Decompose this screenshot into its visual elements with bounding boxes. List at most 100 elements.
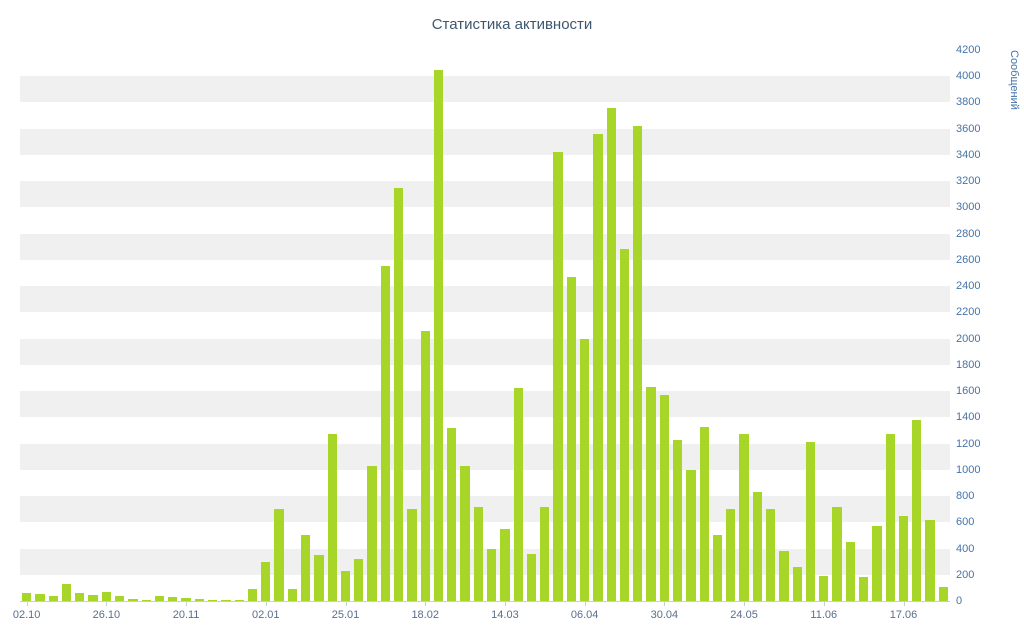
x-axis-label: 18.02 — [411, 609, 439, 621]
y-axis-label: 3000 — [956, 201, 981, 214]
bar[interactable] — [712, 535, 723, 601]
bar[interactable] — [35, 594, 45, 601]
bar[interactable] — [287, 589, 297, 601]
bar[interactable] — [885, 434, 895, 601]
y-axis: 0 200 400 600 800 1000 1200 1400 1600 1800 2000 220… — [956, 44, 998, 607]
bar[interactable] — [340, 570, 351, 601]
grid-band — [20, 181, 950, 208]
bar[interactable] — [540, 506, 550, 601]
y-axis-label: 1400 — [956, 411, 981, 424]
bar[interactable] — [274, 509, 284, 601]
bar[interactable] — [141, 599, 151, 601]
y-axis-label: 2600 — [956, 253, 981, 266]
bar[interactable] — [433, 69, 444, 601]
x-tick-mark — [26, 602, 28, 606]
grid-band — [20, 443, 950, 470]
bar[interactable] — [872, 526, 882, 601]
bar[interactable] — [314, 555, 324, 601]
bar[interactable] — [819, 576, 829, 601]
bar[interactable] — [566, 276, 576, 601]
x-axis-label: 06.04 — [570, 609, 599, 621]
bar[interactable] — [473, 506, 483, 601]
bar[interactable] — [101, 591, 111, 601]
bar[interactable] — [420, 330, 430, 601]
bar[interactable] — [898, 515, 909, 601]
bar[interactable] — [21, 593, 32, 601]
bar[interactable] — [765, 509, 776, 601]
bar[interactable] — [845, 541, 855, 601]
bar[interactable] — [128, 599, 138, 601]
bar[interactable] — [646, 387, 656, 601]
x-axis-label: 14.03 — [491, 609, 519, 621]
bar[interactable] — [168, 597, 178, 601]
bar[interactable] — [61, 583, 72, 601]
bar[interactable] — [247, 588, 258, 601]
bar[interactable] — [832, 506, 842, 601]
bar[interactable] — [672, 439, 683, 601]
bar[interactable] — [114, 595, 125, 601]
bar[interactable] — [752, 492, 762, 601]
y-axis-label: 600 — [956, 516, 975, 529]
grid-band — [20, 233, 950, 260]
bar[interactable] — [619, 249, 630, 601]
y-axis-label: 3600 — [956, 122, 981, 135]
x-axis-label: 26.10 — [92, 609, 121, 621]
bar[interactable] — [726, 509, 736, 601]
bar[interactable] — [553, 152, 563, 601]
bar[interactable] — [261, 561, 271, 601]
x-axis-label: 20.11 — [172, 609, 200, 621]
grid-band — [20, 128, 950, 155]
bar[interactable] — [407, 509, 417, 601]
bar[interactable] — [194, 599, 204, 601]
bar[interactable] — [739, 434, 749, 601]
bar[interactable] — [181, 597, 191, 601]
bar[interactable] — [633, 126, 643, 601]
x-tick-mark — [345, 602, 347, 606]
grid-band — [20, 76, 950, 103]
bar[interactable] — [354, 559, 364, 601]
y-axis-label: 4000 — [956, 70, 981, 83]
bar[interactable] — [513, 388, 523, 601]
bar[interactable] — [221, 599, 231, 601]
bar[interactable] — [447, 427, 457, 601]
bar[interactable] — [659, 395, 669, 601]
bar[interactable] — [367, 465, 377, 601]
bar[interactable] — [460, 465, 470, 601]
bar[interactable] — [154, 595, 165, 601]
bar[interactable] — [500, 528, 510, 601]
y-axis-label: 0 — [956, 595, 963, 607]
grid-band — [20, 496, 950, 523]
y-axis-label: 1800 — [956, 358, 981, 371]
bar[interactable] — [912, 419, 922, 601]
bar[interactable] — [234, 600, 244, 601]
y-axis-label: 200 — [956, 568, 975, 581]
bar[interactable] — [380, 266, 390, 601]
x-tick-mark — [823, 602, 825, 606]
bar[interactable] — [486, 548, 497, 601]
x-tick-mark — [504, 602, 506, 606]
y-axis-label: 3800 — [956, 96, 981, 109]
plot-area — [20, 50, 950, 602]
bar[interactable] — [75, 593, 85, 601]
bar[interactable] — [792, 566, 802, 601]
bar[interactable] — [938, 586, 948, 601]
bar[interactable] — [207, 599, 218, 601]
bar[interactable] — [606, 107, 616, 601]
bar[interactable] — [393, 187, 404, 601]
bar[interactable] — [686, 469, 696, 601]
bar[interactable] — [805, 442, 816, 601]
x-tick-mark — [186, 602, 188, 606]
bar[interactable] — [48, 595, 58, 601]
bar[interactable] — [925, 519, 935, 601]
bar[interactable] — [593, 133, 603, 601]
bar[interactable] — [699, 426, 709, 601]
bar[interactable] — [858, 577, 869, 601]
bar[interactable] — [327, 434, 337, 601]
bar[interactable] — [526, 553, 537, 601]
bar[interactable] — [300, 535, 311, 601]
bar[interactable] — [88, 595, 98, 601]
chart-title: Статистика активности — [431, 16, 593, 33]
bar[interactable] — [779, 551, 789, 601]
bar[interactable] — [579, 338, 590, 601]
